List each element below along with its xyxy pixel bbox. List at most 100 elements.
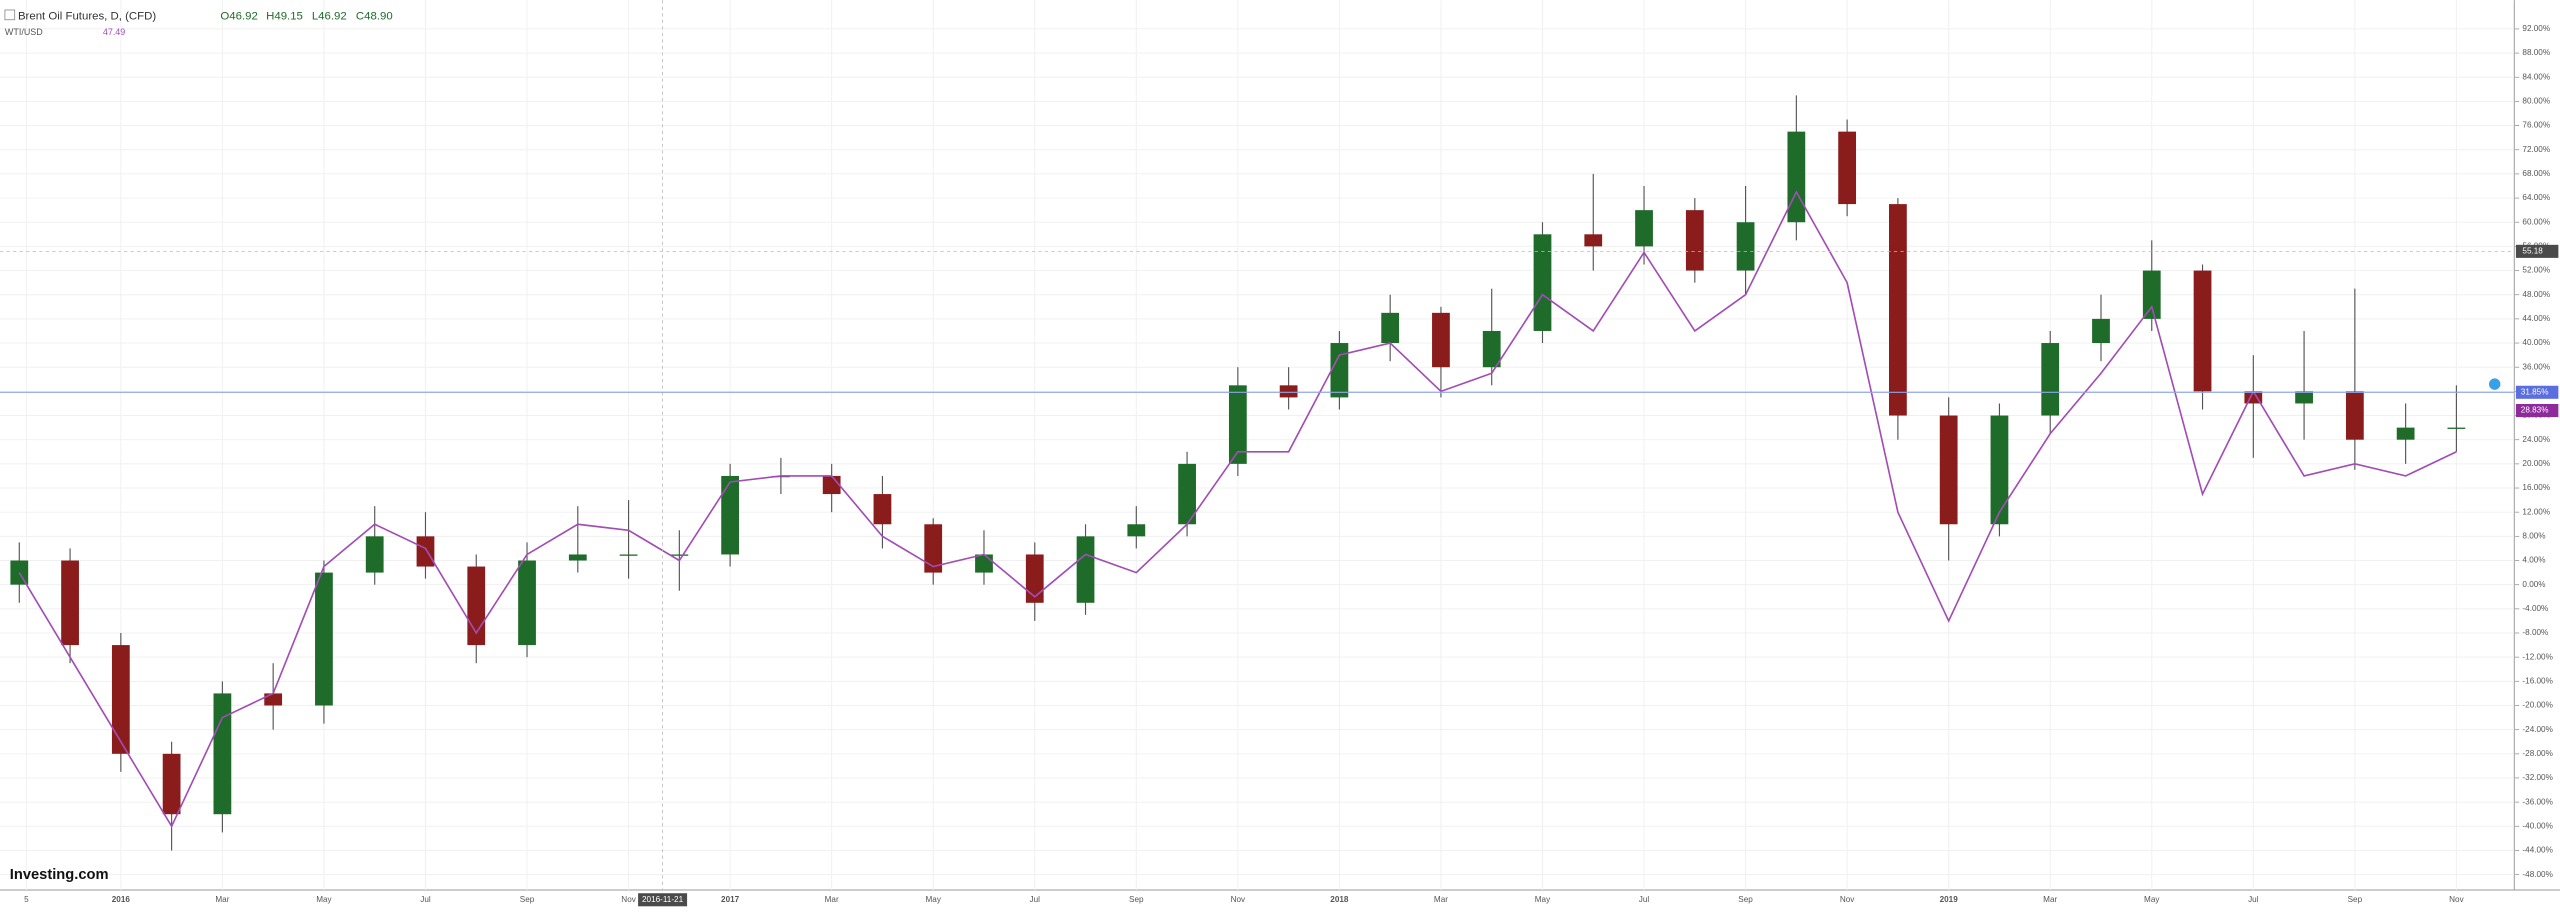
y-tick-label: -4.00% [2522, 604, 2548, 613]
x-tick-label: Jul [2248, 895, 2259, 904]
y-tick-label: -36.00% [2522, 797, 2552, 806]
y-tick-label: -44.00% [2522, 846, 2552, 855]
candle-body [1787, 131, 1806, 223]
candle-body [1533, 234, 1552, 331]
candle-body [1228, 385, 1247, 464]
y-tick-label: -16.00% [2522, 676, 2552, 685]
candle-body [2041, 343, 2060, 416]
x-tick-label: Mar [825, 895, 839, 904]
x-tick-label: Mar [2043, 895, 2057, 904]
candle-body [670, 554, 689, 556]
candle-body [1178, 463, 1196, 525]
wti-last-label: 28.83% [2521, 406, 2549, 415]
y-tick-label: -12.00% [2522, 652, 2552, 661]
y-tick-label: 80.00% [2522, 97, 2550, 106]
candle-body [416, 536, 435, 567]
x-tick-label: Nov [621, 895, 636, 904]
x-tick-label: Sep [520, 895, 535, 904]
crosshair-x-label: 2016-11-21 [642, 895, 684, 904]
y-tick-label: 88.00% [2522, 48, 2550, 57]
x-tick-label: 2018 [1330, 895, 1349, 904]
y-tick-label: 40.00% [2522, 338, 2550, 347]
candle-body [721, 475, 740, 555]
candle-body [213, 693, 232, 815]
candle-body [1990, 415, 2009, 525]
candle-body [1889, 204, 1907, 416]
candle-body [2092, 318, 2110, 344]
y-tick-label: 64.00% [2522, 193, 2550, 202]
x-tick-label: Jul [420, 895, 431, 904]
alert-icon [2488, 378, 2501, 390]
x-tick-label: Jul [1030, 895, 1041, 904]
candle-body [1482, 330, 1501, 368]
y-tick-label: 60.00% [2522, 217, 2550, 226]
x-tick-label: May [1535, 895, 1551, 904]
y-tick-label: 4.00% [2522, 556, 2545, 565]
y-tick-label: 20.00% [2522, 459, 2550, 468]
candle-body [2295, 391, 2313, 404]
candle-body [1025, 554, 1044, 603]
candle-body [1381, 312, 1400, 344]
candle-body [1635, 210, 1653, 247]
legend-high: H49.15 [266, 11, 303, 23]
legend-brent: Brent Oil Futures, D, (CFD) [18, 11, 156, 23]
x-tick-label: Nov [1840, 895, 1855, 904]
x-tick-label: May [2144, 895, 2160, 904]
y-tick-label: -24.00% [2522, 725, 2552, 734]
legend-wti-value: 47.49 [103, 27, 125, 37]
x-tick-label: 2017 [721, 895, 740, 904]
y-tick-label: 84.00% [2522, 72, 2550, 81]
y-tick-label: 0.00% [2522, 580, 2545, 589]
candle-body [822, 475, 841, 495]
y-tick-label: 48.00% [2522, 290, 2550, 299]
y-tick-label: -28.00% [2522, 749, 2552, 758]
collapse-icon[interactable] [4, 9, 16, 21]
x-tick-label: Sep [1129, 895, 1144, 904]
candle-body [518, 560, 536, 646]
candle-body [568, 554, 587, 561]
candle-body [1939, 415, 1958, 525]
candle-body [61, 560, 79, 646]
y-tick-label: -48.00% [2522, 870, 2552, 879]
candle-body [1432, 312, 1450, 368]
y-tick-label: 12.00% [2522, 507, 2550, 516]
candle-body [2447, 427, 2466, 429]
x-tick-label: 2019 [1940, 895, 1959, 904]
x-tick-label: Sep [1738, 895, 1753, 904]
y-tick-label: 92.00% [2522, 24, 2550, 33]
line-series [18, 190, 2457, 829]
crosshair-y-label-bg [2515, 244, 2559, 258]
legend-open: O46.92 [220, 11, 257, 23]
legend-wti: WTI/USD [5, 27, 43, 37]
candle-body [2193, 270, 2212, 392]
x-tick-label: Mar [215, 895, 229, 904]
brent-last-label: 31.85% [2521, 387, 2549, 396]
candle-body [1736, 222, 1755, 271]
y-tick-label: -8.00% [2522, 628, 2548, 637]
candle-body [2345, 391, 2364, 440]
y-tick-label: 76.00% [2522, 121, 2550, 130]
y-tick-label: 16.00% [2522, 483, 2550, 492]
candle-body [975, 554, 993, 573]
candle-body [619, 554, 638, 556]
candle-body [1685, 210, 1704, 271]
brent-last-bg [2515, 385, 2559, 399]
y-tick-label: 36.00% [2522, 362, 2550, 371]
crosshair-x-label-bg [638, 893, 688, 907]
candle-body [111, 645, 130, 754]
legend-low: L46.92 [312, 11, 347, 23]
candle-body [2396, 427, 2415, 440]
candle-body [924, 524, 943, 573]
candle-body [1584, 234, 1603, 247]
candle-body [1279, 385, 1298, 398]
y-tick-label: -20.00% [2522, 701, 2552, 710]
x-tick-label: Mar [1434, 895, 1448, 904]
candle-body [264, 693, 283, 706]
x-tick-label: 2016 [112, 895, 131, 904]
candle-body [2142, 270, 2161, 319]
y-tick-label: -32.00% [2522, 773, 2552, 782]
y-tick-label: 44.00% [2522, 314, 2550, 323]
